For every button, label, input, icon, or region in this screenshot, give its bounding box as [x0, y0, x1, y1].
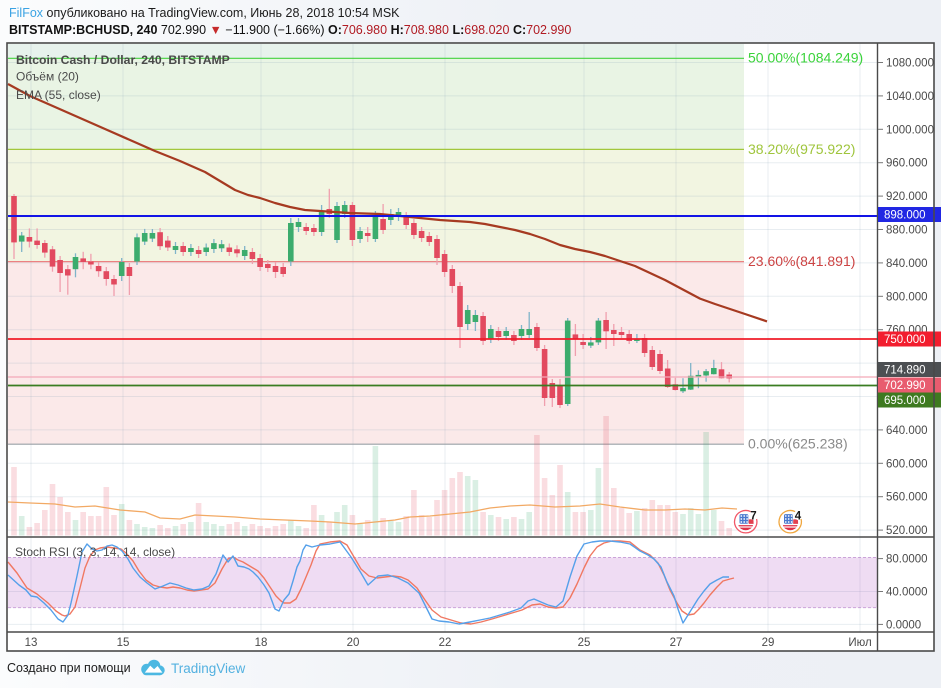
svg-text:80.0000: 80.0000	[886, 554, 928, 566]
svg-text:0.0000: 0.0000	[886, 619, 921, 631]
svg-text:7: 7	[750, 511, 756, 523]
svg-text:600.000: 600.000	[886, 458, 928, 470]
svg-text:50.00%(1084.249): 50.00%(1084.249)	[748, 50, 863, 66]
svg-text:520.000: 520.000	[886, 525, 928, 537]
svg-text:898.000: 898.000	[884, 210, 926, 222]
svg-text:38.20%(975.922): 38.20%(975.922)	[748, 141, 855, 157]
svg-text:27: 27	[670, 637, 683, 649]
svg-text:18: 18	[255, 637, 268, 649]
svg-text:Создано при помощи: Создано при помощи	[7, 661, 131, 675]
svg-text:840.000: 840.000	[886, 258, 928, 270]
svg-text:1040.000: 1040.000	[886, 91, 934, 103]
svg-text:22: 22	[439, 637, 452, 649]
svg-text:20: 20	[347, 637, 360, 649]
svg-text:BITSTAMP:BCHUSD, 240 702.990 ▼: BITSTAMP:BCHUSD, 240 702.990 ▼ −11.900 (…	[9, 23, 571, 37]
svg-text:Bitcoin Cash / Dollar, 240, BI: Bitcoin Cash / Dollar, 240, BITSTAMP	[16, 53, 230, 67]
svg-text:695.000: 695.000	[884, 395, 926, 407]
svg-text:23.60%(841.891): 23.60%(841.891)	[748, 253, 855, 269]
svg-text:960.000: 960.000	[886, 158, 928, 170]
svg-text:29: 29	[762, 637, 775, 649]
svg-text:Stoch RSI (3, 3, 14, 14, close: Stoch RSI (3, 3, 14, 14, close)	[15, 545, 175, 559]
svg-text:EMA (55, close): EMA (55, close)	[16, 88, 101, 102]
svg-text:560.000: 560.000	[886, 492, 928, 504]
svg-text:25: 25	[578, 637, 591, 649]
svg-text:640.000: 640.000	[886, 425, 928, 437]
svg-text:15: 15	[117, 637, 130, 649]
svg-text:1000.000: 1000.000	[886, 124, 934, 136]
svg-text:Объём (20): Объём (20)	[16, 69, 79, 83]
svg-text:TradingView: TradingView	[171, 661, 246, 676]
svg-text:40.0000: 40.0000	[886, 587, 928, 599]
svg-text:920.000: 920.000	[886, 191, 928, 203]
svg-text:702.990: 702.990	[884, 380, 926, 392]
svg-text:714.890: 714.890	[884, 365, 926, 377]
svg-text:0.00%(625.238): 0.00%(625.238)	[748, 436, 848, 452]
svg-text:880.000: 880.000	[886, 225, 928, 237]
svg-text:1080.000: 1080.000	[886, 58, 934, 70]
svg-text:FilFox опубликовано на Trading: FilFox опубликовано на TradingView.com, …	[9, 6, 400, 20]
svg-text:800.000: 800.000	[886, 291, 928, 303]
svg-text:750.000: 750.000	[884, 334, 926, 346]
svg-text:4: 4	[795, 511, 802, 523]
svg-text:Июл: Июл	[848, 637, 871, 649]
svg-text:13: 13	[25, 637, 38, 649]
